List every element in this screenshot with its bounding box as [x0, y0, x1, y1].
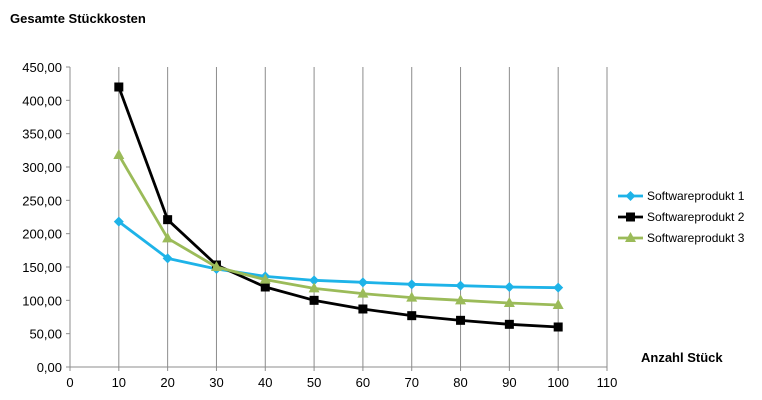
legend-label: Softwareprodukt 3 [647, 231, 745, 245]
legend-swatch-marker [626, 212, 635, 222]
legend-item-2: Softwareprodukt 2 [618, 210, 745, 224]
series-2-point [309, 295, 319, 305]
series-1 [113, 216, 564, 293]
series-2-point [114, 82, 124, 92]
y-tick-label: 350,00 [22, 127, 62, 142]
series-3-line [117, 154, 559, 307]
y-tick-label: 450,00 [22, 60, 62, 75]
series-2-point [163, 215, 173, 225]
series-1-point [309, 275, 320, 286]
y-tick-labels: 0,00 50,00 100,00 150,00 200,00 250,00 300,00 3… [22, 60, 62, 375]
x-tick-label: 50 [307, 375, 321, 390]
series-3-point [357, 287, 369, 298]
series-1-point [162, 253, 173, 264]
x-tick-label: 60 [356, 375, 370, 390]
legend: Softwareprodukt 1 Softwareprodukt 2 Softwa… [618, 189, 745, 245]
series-2-point [553, 322, 563, 332]
y-tick-label: 250,00 [22, 193, 62, 208]
chart-title: Gesamte Stückkosten [10, 11, 146, 26]
series-1-point [357, 277, 368, 288]
series-2-point [407, 311, 417, 321]
legend-swatch-marker [625, 191, 636, 201]
y-tick-label: 0,00 [37, 360, 62, 375]
series-3-point [406, 291, 418, 302]
y-tick-label: 200,00 [22, 227, 62, 242]
legend-swatch-marker [625, 232, 636, 242]
x-tick-label: 10 [112, 375, 126, 390]
y-tick-label: 100,00 [22, 293, 62, 308]
series-1-point [406, 279, 417, 290]
series-3-point [113, 149, 125, 159]
series-lines [113, 82, 564, 332]
x-tick-label: 70 [404, 375, 418, 390]
series-3-point [503, 297, 515, 307]
axes [66, 66, 608, 371]
series-1-line [117, 220, 559, 290]
series-1-point [113, 216, 124, 227]
x-tick-label: 30 [209, 375, 223, 390]
legend-item-3: Softwareprodukt 3 [618, 231, 745, 245]
x-tick-label: 40 [258, 375, 272, 390]
y-tick-label: 50,00 [29, 327, 62, 342]
legend-label: Softwareprodukt 2 [647, 210, 745, 224]
legend-label: Softwareprodukt 1 [647, 189, 745, 203]
x-tick-labels: 0 10 20 30 40 50 60 70 80 90 100 110 [66, 375, 617, 390]
series-2-point [358, 304, 368, 314]
series-1-point [504, 282, 515, 292]
series-3-point [210, 261, 222, 271]
series-2-line [117, 86, 559, 329]
legend-item-1: Softwareprodukt 1 [618, 189, 745, 203]
x-tick-label: 20 [160, 375, 174, 390]
x-tick-label: 110 [597, 375, 618, 390]
x-tick-label: 0 [66, 375, 73, 390]
x-tick-label: 90 [502, 375, 516, 390]
x-tick-label: 80 [453, 375, 467, 390]
series-1-point [553, 282, 564, 293]
y-tick-label: 300,00 [22, 160, 62, 175]
y-tick-label: 150,00 [22, 260, 62, 275]
series-3 [113, 149, 564, 309]
series-2-point [504, 319, 514, 329]
series-2 [114, 82, 563, 332]
y-tick-label: 400,00 [22, 93, 62, 108]
series-3-point [552, 299, 564, 309]
grid-lines [118, 67, 608, 367]
series-3-point [308, 282, 320, 293]
x-axis-label: Anzahl Stück [641, 350, 723, 365]
series-3-point [162, 232, 174, 243]
series-3-point [259, 273, 271, 284]
series-1-point [455, 280, 466, 291]
series-3-point [455, 294, 467, 305]
series-2-point [260, 282, 270, 292]
x-tick-label: 100 [547, 375, 569, 390]
series-2-point [456, 315, 466, 325]
